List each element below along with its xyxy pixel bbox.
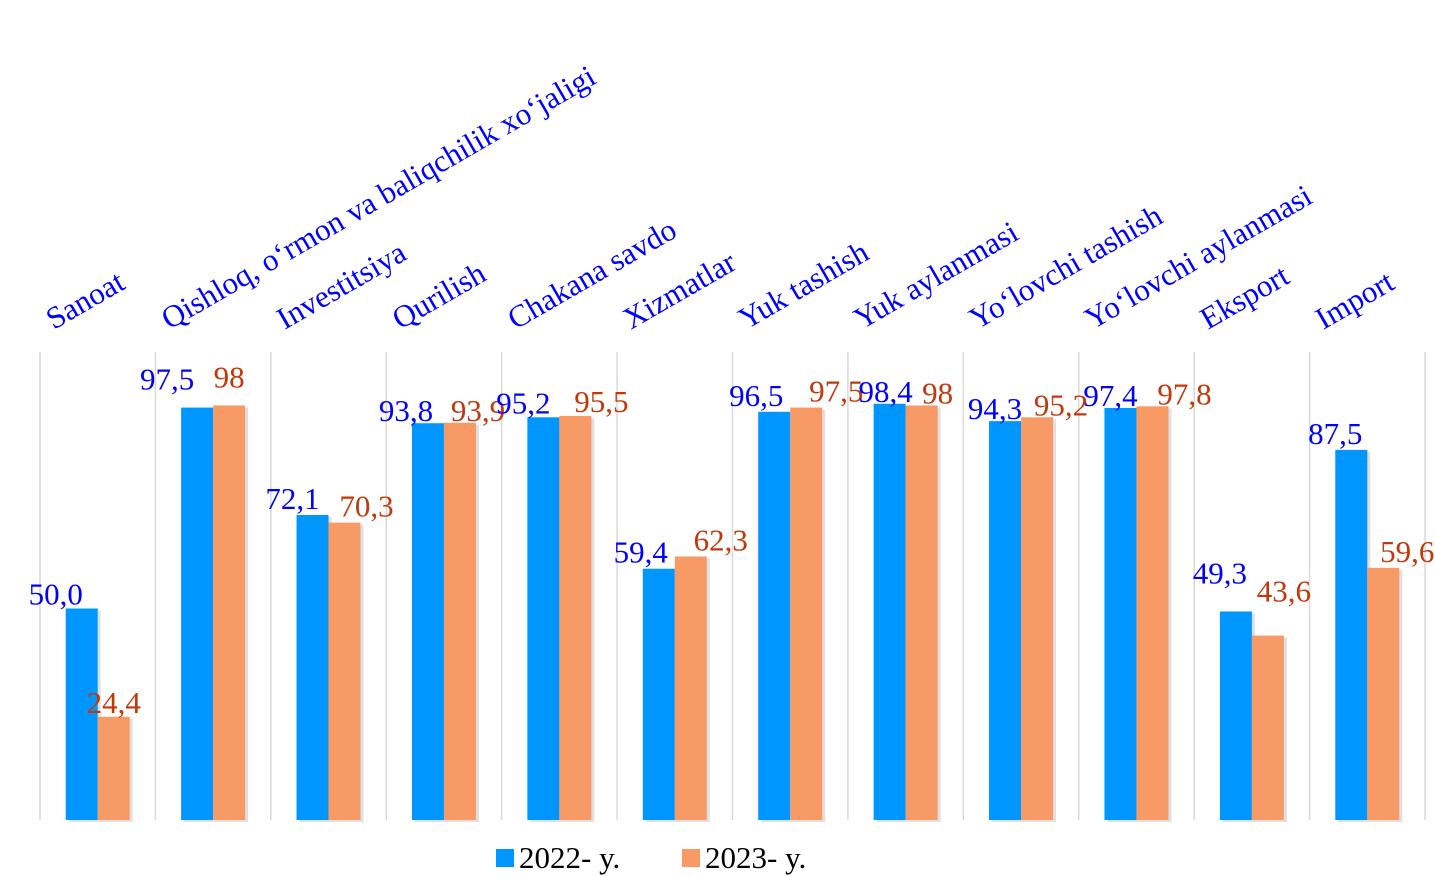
data-label-2023-10: 97,8 bbox=[1157, 376, 1211, 411]
category-labels: Sanoat Qishloq, o‘rmon va baliqchilik xo‘… bbox=[40, 58, 1400, 336]
data-label-2023-3: 70,3 bbox=[339, 489, 393, 524]
data-label-2023-8: 98 bbox=[922, 375, 953, 410]
data-label-2022-3: 72,1 bbox=[265, 481, 319, 516]
bar-2023-3 bbox=[328, 522, 361, 820]
bar-2023-5 bbox=[559, 416, 592, 820]
data-label-2023-11: 43,6 bbox=[1257, 574, 1311, 609]
bar-2023-1 bbox=[97, 716, 130, 820]
bar-2022-7 bbox=[758, 411, 791, 820]
legend-swatch-2022 bbox=[496, 849, 514, 867]
bar-2022-2 bbox=[181, 407, 214, 820]
bar-2023-6 bbox=[674, 556, 707, 820]
bar-2023-10 bbox=[1136, 406, 1169, 820]
bar-2023-7 bbox=[790, 407, 823, 820]
bar-2023-12 bbox=[1367, 567, 1400, 820]
data-label-2023-4: 93,9 bbox=[451, 393, 505, 428]
data-label-2022-10: 97,4 bbox=[1083, 378, 1138, 413]
data-label-2023-7: 97,5 bbox=[809, 374, 863, 409]
legend: 2022- y. 2023- y. bbox=[496, 840, 806, 875]
legend-label-2023: 2023- y. bbox=[705, 840, 806, 875]
bar-2022-6 bbox=[642, 568, 675, 820]
bar-2023-2 bbox=[213, 405, 246, 820]
data-label-2022-6: 59,4 bbox=[614, 535, 669, 570]
bar-2022-3 bbox=[296, 515, 329, 820]
category-label-7: Yuk tashish bbox=[732, 234, 874, 336]
data-label-2023-1: 24,4 bbox=[87, 685, 142, 720]
category-label-12: Import bbox=[1309, 263, 1400, 336]
data-label-2023-5: 95,5 bbox=[574, 384, 628, 419]
bar-2023-9 bbox=[1021, 417, 1054, 820]
data-label-2022-5: 95,2 bbox=[496, 385, 550, 420]
bar-2023-4 bbox=[443, 422, 476, 820]
category-label-9: Yo‘lovchi tashish bbox=[963, 197, 1168, 336]
data-label-2023-12: 59,6 bbox=[1380, 534, 1434, 569]
bar-2022-4 bbox=[411, 423, 444, 820]
bar-2022-10 bbox=[1104, 407, 1137, 820]
bars bbox=[65, 403, 1403, 822]
category-label-1: Sanoat bbox=[40, 263, 131, 336]
data-label-2022-11: 49,3 bbox=[1193, 555, 1247, 590]
data-label-2022-7: 96,5 bbox=[729, 378, 783, 413]
gridlines bbox=[39, 352, 1426, 820]
data-label-2022-12: 87,5 bbox=[1308, 416, 1362, 451]
bar-2023-8 bbox=[905, 405, 938, 820]
bar-2022-9 bbox=[989, 421, 1022, 820]
bar-2022-5 bbox=[527, 417, 560, 820]
data-label-2022-1: 50,0 bbox=[29, 577, 83, 612]
bar-2022-1 bbox=[65, 608, 98, 820]
bar-2023-11 bbox=[1251, 635, 1284, 820]
legend-label-2022: 2022- y. bbox=[519, 840, 620, 875]
legend-swatch-2023 bbox=[682, 849, 700, 867]
data-label-2023-6: 62,3 bbox=[694, 522, 748, 557]
data-label-2022-4: 93,8 bbox=[379, 393, 433, 428]
data-label-2023-9: 95,2 bbox=[1034, 387, 1088, 422]
bar-2022-8 bbox=[873, 403, 906, 820]
bar-2022-12 bbox=[1335, 449, 1368, 820]
data-label-2023-2: 98 bbox=[214, 359, 245, 394]
data-label-2022-2: 97,5 bbox=[140, 362, 194, 397]
data-label-2022-9: 94,3 bbox=[968, 391, 1022, 426]
data-label-2022-8: 98,4 bbox=[859, 374, 914, 409]
bar-2022-11 bbox=[1219, 611, 1252, 820]
